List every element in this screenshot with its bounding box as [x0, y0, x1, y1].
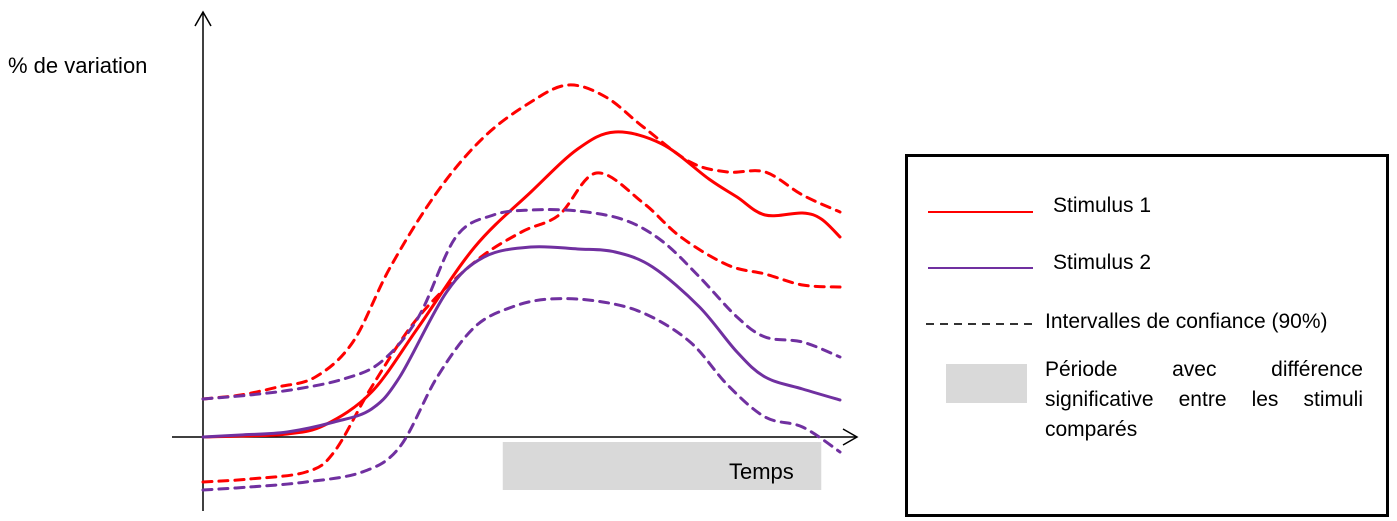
y-axis-arrow [194, 10, 212, 27]
axes [172, 10, 859, 511]
x-axis-label: Temps [729, 459, 794, 484]
series-line-stimulus-1 [201, 130, 842, 439]
series-layer [201, 83, 842, 492]
series-line-stimulus-1-upper [201, 83, 842, 401]
legend-label-confidence-interval: Intervalles de confiance (90%) [1045, 310, 1328, 333]
legend: Stimulus 1 Stimulus 2 Intervalles de con… [905, 154, 1389, 517]
legend-label-significant-period: Période avec différence significative en… [1045, 355, 1363, 445]
series-line-stimulus-2 [201, 245, 842, 439]
significance-shade-layer [502, 442, 822, 490]
series-line-stimulus-2-lower [201, 297, 842, 492]
series-line-stimulus-2-upper [201, 208, 842, 401]
legend-swatch-stimulus-2 [928, 267, 1033, 269]
legend-label-stimulus-1: Stimulus 1 [1053, 194, 1152, 217]
y-axis-label: % de variation [8, 53, 147, 78]
legend-swatch-stimulus-1 [928, 211, 1033, 213]
legend-label-line-1: Période avec différence [1045, 358, 1363, 381]
legend-swatch-significant-period [946, 364, 1027, 403]
series-line-stimulus-1-lower [201, 171, 842, 484]
x-axis-arrow [842, 428, 859, 446]
legend-label-stimulus-2: Stimulus 2 [1053, 251, 1152, 274]
legend-swatch-confidence-interval [926, 323, 1036, 325]
legend-label-line-3: comparés [1045, 418, 1138, 441]
significance-shade [502, 442, 822, 490]
legend-label-line-2: significative entre les stimuli [1045, 388, 1363, 411]
